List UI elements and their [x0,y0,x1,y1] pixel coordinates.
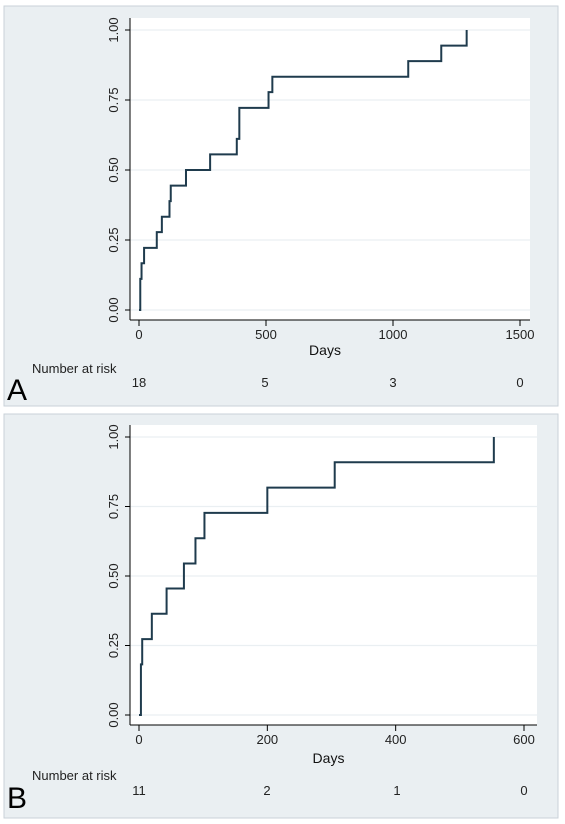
panel-a-y-ticks: 0.00 0.25 0.50 0.75 1.00 [106,17,130,323]
panel-a-letter: A [7,374,27,407]
y-tick-label: 0.75 [106,494,121,519]
panel-a-survival-curve [139,30,468,311]
x-tick-label: 500 [255,327,277,342]
panel-b-plot-area [130,425,537,725]
y-tick-label: 0.75 [106,87,121,112]
risk-value: 2 [263,783,270,798]
x-tick-label: 200 [256,732,278,747]
panel-b: 0.00 0.25 0.50 0.75 1.00 0 200 400 600 Days Num… [3,413,559,819]
panel-a-risk-table-title: Number at risk [32,361,117,376]
risk-value: 0 [516,375,523,390]
x-tick-label: 1500 [506,327,535,342]
y-tick-label: 0.00 [106,297,121,322]
x-tick-label: 0 [135,732,142,747]
panel-b-x-axis-label: Days [313,750,345,766]
panel-a-risk-values: 18 5 3 0 [132,375,524,390]
panel-a: 0.00 0.25 0.50 0.75 1.00 0 500 1000 1500 Days N… [3,5,559,407]
panel-a-axes [129,18,530,321]
panel-b-y-ticks: 0.00 0.25 0.50 0.75 1.00 [106,424,130,728]
x-tick-label: 0 [135,327,142,342]
panel-b-survival-curve [139,437,495,716]
risk-value: 11 [132,783,146,798]
panel-a-gridlines [130,29,530,311]
panel-b-axes [129,425,537,726]
y-tick-label: 1.00 [106,424,121,449]
risk-value: 18 [132,375,146,390]
panel-b-gridlines [130,436,537,716]
panel-b-x-ticks: 0 200 400 600 [135,725,535,747]
y-tick-label: 0.25 [106,633,121,658]
panel-b-risk-table-title: Number at risk [32,768,117,783]
risk-value: 1 [393,783,400,798]
y-tick-label: 0.00 [106,702,121,727]
panel-b-letter: B [7,782,27,815]
y-tick-label: 0.50 [106,563,121,588]
x-tick-label: 1000 [379,327,408,342]
y-tick-label: 1.00 [106,17,121,42]
x-tick-label: 400 [385,732,407,747]
risk-value: 5 [261,375,268,390]
panel-b-risk-values: 11 2 1 0 [132,783,527,798]
panel-a-x-ticks: 0 500 1000 1500 [135,320,534,342]
y-tick-label: 0.50 [106,157,121,182]
x-tick-label: 600 [513,732,535,747]
y-tick-label: 0.25 [106,227,121,252]
risk-value: 0 [520,783,527,798]
risk-value: 3 [389,375,396,390]
panel-a-x-axis-label: Days [309,342,341,358]
